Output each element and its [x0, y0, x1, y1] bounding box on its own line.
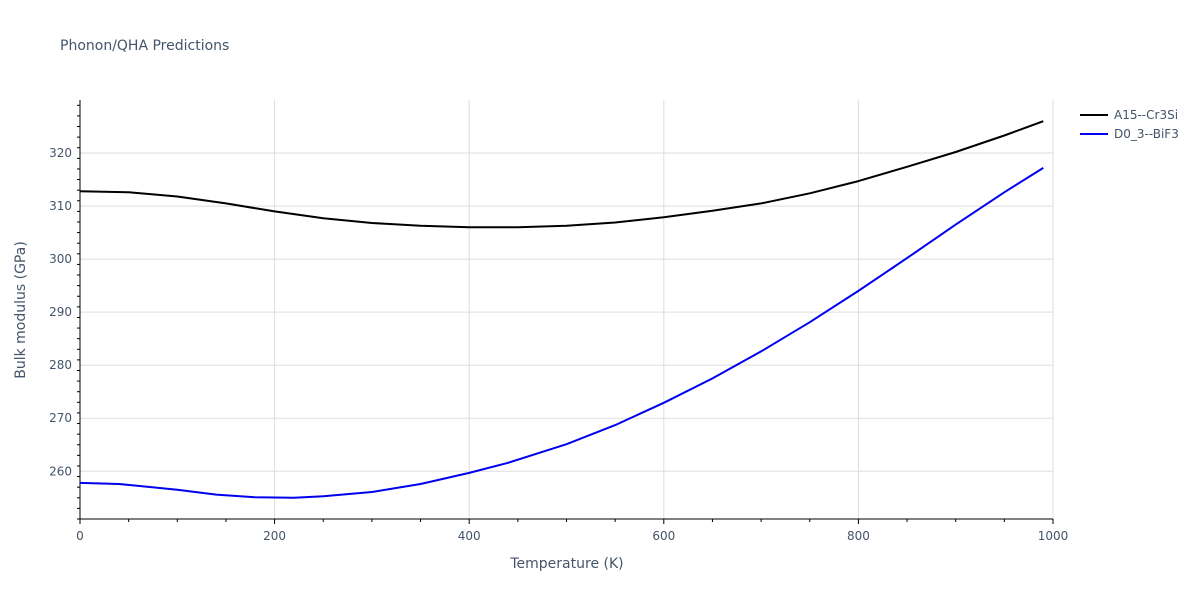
x-tick-label: 600: [652, 529, 675, 543]
x-tick-label: 200: [263, 529, 286, 543]
y-tick-label: 320: [49, 146, 72, 160]
grid: [80, 100, 1054, 519]
series-line-1: [79, 167, 1044, 499]
series-line-0: [79, 120, 1044, 229]
y-tick-label: 290: [49, 305, 72, 319]
legend-item-1[interactable]: D0_3--BiF3: [1080, 127, 1179, 141]
y-tick-label: 260: [49, 464, 72, 478]
x-axis-label: Temperature (K): [509, 556, 623, 572]
y-tick-label: 280: [49, 358, 72, 372]
legend-label: D0_3--BiF3: [1114, 127, 1179, 141]
y-tick-label: 300: [49, 252, 72, 266]
chart-title: Phonon/QHA Predictions: [60, 38, 229, 54]
y-tick-label: 310: [49, 199, 72, 213]
x-tick-label: 800: [847, 529, 870, 543]
x-tick-label: 0: [76, 529, 84, 543]
legend[interactable]: A15--Cr3Si D0_3--BiF3: [1080, 108, 1179, 141]
legend-label: A15--Cr3Si: [1114, 108, 1178, 122]
x-tick-label: 400: [458, 529, 481, 543]
x-tick-label: 1000: [1038, 529, 1069, 543]
legend-item-0[interactable]: A15--Cr3Si: [1080, 108, 1178, 122]
y-tick-label: 270: [49, 411, 72, 425]
y-axis-label: Bulk modulus (GPa): [13, 241, 29, 379]
series-group: [79, 120, 1044, 499]
axes: 0 200 400 600 800 1000 260 270 280 290 300 310 320: [49, 100, 1068, 543]
